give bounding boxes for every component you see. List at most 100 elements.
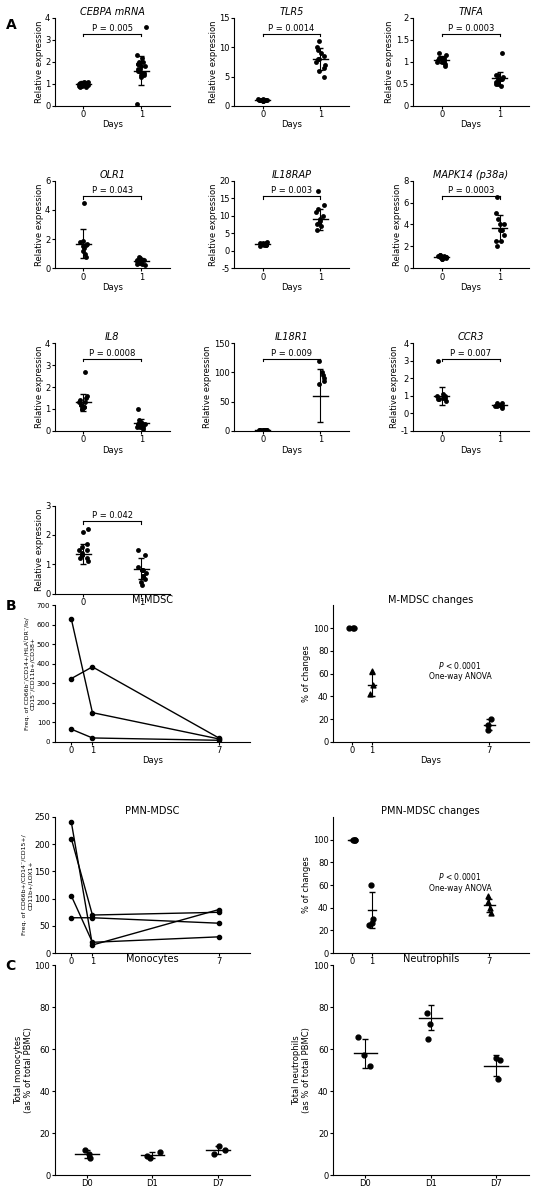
Point: [486, 898, 495, 917]
Point: [498, 221, 506, 240]
Point: [491, 231, 500, 251]
Y-axis label: Relative expression: Relative expression: [209, 20, 217, 103]
Point: [438, 249, 446, 269]
Point: [313, 199, 322, 218]
Point: [155, 1143, 164, 1162]
Point: [367, 662, 376, 681]
Point: [140, 64, 148, 83]
Point: [496, 70, 505, 89]
Point: [136, 59, 144, 78]
Point: [314, 351, 323, 370]
Text: P = 0.042: P = 0.042: [92, 511, 133, 520]
Point: [255, 236, 264, 255]
Point: [136, 253, 145, 272]
Point: [494, 394, 502, 414]
Point: [492, 66, 500, 85]
Point: [78, 76, 87, 95]
Point: [366, 685, 374, 704]
Point: [137, 67, 146, 86]
Point: [77, 74, 86, 94]
Point: [134, 415, 143, 434]
Point: [79, 74, 88, 94]
Point: [440, 54, 449, 73]
Point: [492, 74, 500, 94]
Point: [497, 394, 506, 414]
Title: TLR5: TLR5: [280, 7, 304, 17]
Point: [79, 239, 88, 258]
Point: [83, 76, 92, 95]
Point: [314, 32, 323, 52]
Point: [138, 64, 147, 83]
Title: TNFA: TNFA: [458, 7, 483, 17]
X-axis label: Days: Days: [142, 968, 163, 977]
Y-axis label: Relative expression: Relative expression: [209, 183, 217, 266]
Text: P = 0.043: P = 0.043: [92, 186, 133, 195]
Point: [78, 74, 87, 94]
Title: CEBPA mRNA: CEBPA mRNA: [80, 7, 145, 17]
Point: [348, 830, 357, 849]
Point: [439, 48, 448, 67]
Point: [258, 91, 267, 110]
Point: [440, 388, 449, 408]
Point: [81, 247, 90, 266]
X-axis label: Days: Days: [420, 757, 441, 765]
X-axis label: Days: Days: [281, 283, 302, 293]
Point: [500, 215, 508, 234]
Point: [76, 77, 84, 96]
Point: [263, 90, 271, 109]
Y-axis label: Relative expression: Relative expression: [34, 183, 44, 266]
Text: C: C: [5, 959, 16, 974]
Point: [138, 64, 147, 83]
Point: [75, 393, 83, 412]
Y-axis label: Total monocytes
(as % of total PBMC): Total monocytes (as % of total PBMC): [14, 1028, 33, 1113]
Point: [439, 247, 448, 266]
Text: P = 0.005: P = 0.005: [92, 24, 133, 32]
Title: IL18RAP: IL18RAP: [271, 170, 312, 180]
Point: [317, 43, 326, 62]
Point: [81, 1140, 89, 1159]
Y-axis label: Relative expression: Relative expression: [393, 183, 402, 266]
Point: [440, 50, 449, 70]
Point: [135, 248, 144, 267]
Point: [261, 235, 270, 254]
Point: [442, 46, 451, 65]
Point: [360, 1046, 368, 1065]
Point: [215, 1137, 223, 1156]
Point: [135, 53, 144, 72]
Point: [80, 193, 88, 212]
Point: [134, 59, 143, 78]
Y-axis label: Relative expression: Relative expression: [390, 345, 399, 428]
Point: [80, 72, 89, 91]
Point: [83, 552, 92, 571]
Point: [141, 546, 150, 565]
Point: [349, 619, 358, 638]
Point: [256, 91, 265, 110]
Point: [260, 90, 269, 109]
Point: [496, 1050, 505, 1070]
Point: [136, 412, 144, 432]
Point: [209, 1144, 218, 1163]
Point: [133, 253, 142, 272]
Point: [496, 77, 505, 96]
Point: [494, 70, 502, 89]
Point: [135, 247, 143, 266]
Point: [135, 417, 144, 436]
Point: [141, 56, 150, 76]
Point: [256, 234, 264, 253]
Point: [138, 48, 147, 67]
Point: [83, 72, 92, 91]
Point: [143, 1146, 152, 1165]
Point: [138, 420, 147, 439]
Point: [494, 72, 502, 91]
Point: [262, 421, 270, 440]
Point: [319, 206, 328, 225]
Point: [486, 904, 495, 923]
Point: [138, 254, 147, 273]
Point: [141, 255, 149, 275]
Point: [312, 37, 321, 56]
Point: [259, 90, 268, 109]
Point: [133, 54, 142, 73]
Point: [483, 721, 492, 740]
Point: [314, 374, 323, 393]
Point: [77, 399, 86, 418]
